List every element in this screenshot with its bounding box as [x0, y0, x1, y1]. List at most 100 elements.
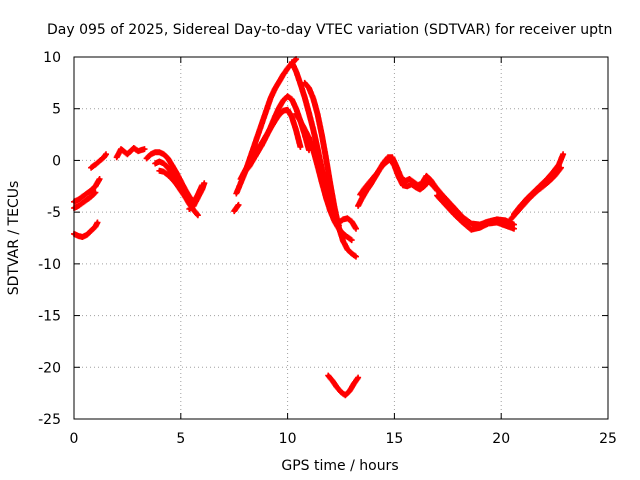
y-tick-label: -20 [38, 360, 61, 376]
data-point [187, 207, 191, 211]
data-point [273, 115, 277, 119]
data-point [345, 247, 349, 251]
data-point [469, 228, 473, 232]
data-point [115, 155, 119, 159]
data-point [157, 160, 161, 163]
data-point [320, 133, 324, 137]
data-point [81, 195, 84, 199]
data-point [397, 175, 401, 179]
data-point [76, 234, 80, 238]
data-point [256, 150, 260, 154]
data-point [170, 177, 174, 181]
series-s10 [231, 201, 242, 215]
data-series [71, 56, 567, 399]
data-point [85, 192, 89, 195]
x-axis-label: GPS time / hours [281, 458, 398, 474]
data-point [290, 97, 294, 101]
data-point [311, 127, 315, 131]
data-point [76, 198, 80, 202]
data-point [277, 106, 281, 110]
data-point [290, 60, 294, 64]
data-point [264, 109, 268, 113]
data-point [356, 376, 360, 380]
data-point [335, 385, 339, 389]
data-point [175, 182, 178, 186]
data-point [170, 172, 174, 176]
data-point [337, 226, 341, 230]
data-point [294, 128, 298, 132]
data-point [414, 185, 418, 189]
data-point [81, 201, 84, 205]
data-point [98, 177, 102, 181]
data-point [286, 66, 290, 70]
data-point [294, 112, 298, 116]
data-point [76, 204, 80, 208]
data-point [435, 194, 439, 198]
data-point [380, 165, 384, 169]
data-point [237, 203, 240, 207]
data-point [392, 164, 396, 168]
data-point [504, 224, 507, 228]
data-point [307, 136, 311, 140]
data-point [166, 173, 170, 177]
data-point [478, 226, 482, 230]
data-point [125, 152, 129, 156]
series-s17 [335, 215, 359, 232]
y-tick-label: 0 [52, 153, 61, 169]
data-point [324, 156, 328, 160]
data-point [307, 86, 311, 90]
data-point [367, 181, 371, 185]
data-point [324, 196, 328, 200]
data-point [202, 181, 206, 185]
data-point [339, 390, 343, 394]
data-point [316, 112, 319, 116]
data-point [401, 183, 405, 187]
series-s24 [506, 164, 564, 224]
data-point [546, 180, 550, 184]
data-point [469, 222, 473, 225]
data-point [356, 204, 360, 208]
data-point [375, 171, 379, 175]
data-point [162, 162, 166, 165]
data-point [247, 165, 251, 169]
data-point [183, 195, 187, 199]
data-point [166, 166, 170, 170]
data-point [243, 170, 247, 174]
data-point [337, 221, 341, 224]
series-s6 [143, 149, 197, 205]
data-point [93, 163, 97, 167]
data-point [527, 197, 531, 201]
data-point [405, 184, 409, 188]
data-point [260, 121, 264, 125]
data-point [320, 180, 324, 184]
data-point [93, 184, 97, 188]
data-point [104, 152, 108, 156]
data-point [269, 125, 272, 129]
data-point [294, 57, 298, 61]
data-point [486, 222, 490, 225]
data-point [354, 255, 358, 259]
data-point [260, 143, 264, 147]
data-point [273, 87, 277, 91]
data-point [85, 198, 89, 202]
y-tick-label: -25 [38, 412, 61, 428]
series-s5 [113, 145, 148, 161]
data-point [363, 186, 366, 190]
data-point [85, 233, 89, 237]
data-point [89, 229, 93, 233]
data-point [345, 216, 349, 220]
data-point [269, 96, 272, 100]
data-point [298, 119, 302, 123]
data-point [170, 164, 174, 168]
data-point [196, 196, 200, 200]
data-point [187, 200, 191, 204]
data-point [311, 96, 315, 100]
data-point [431, 183, 435, 187]
data-point [89, 188, 93, 192]
data-point [352, 382, 356, 386]
data-point [326, 374, 330, 378]
data-point [196, 213, 200, 217]
data-point [461, 221, 465, 224]
data-point [348, 389, 351, 393]
